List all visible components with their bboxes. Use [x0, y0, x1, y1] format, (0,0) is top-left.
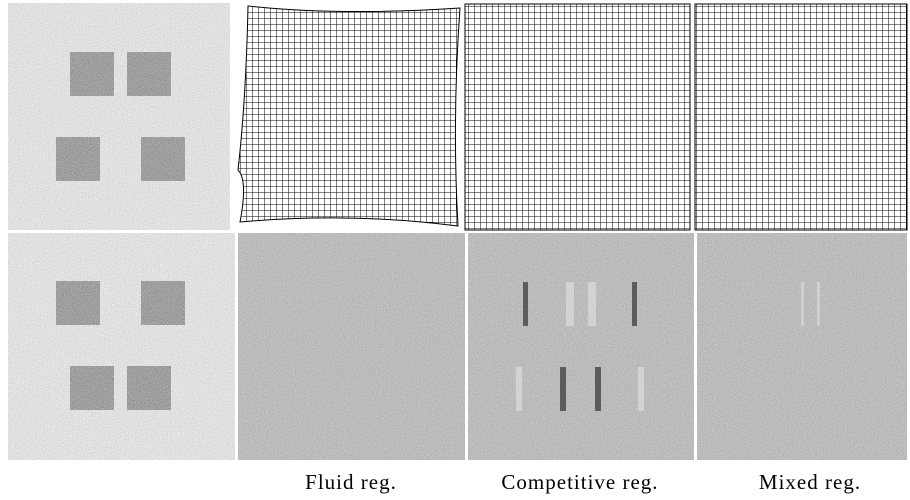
page: Fluid reg. Competitive reg. Mixed reg. (… — [0, 0, 910, 495]
caption: Mixed reg. — [759, 470, 861, 494]
caption: Fluid reg. — [305, 470, 397, 494]
source-image — [8, 3, 230, 230]
target-image — [8, 233, 235, 460]
caption: Competitive reg. — [501, 470, 658, 494]
fluid-difference-image — [238, 233, 465, 460]
mixed-deformation-grid — [695, 4, 907, 230]
mixed-difference-image — [697, 233, 907, 460]
competitive-deformation-grid — [465, 4, 690, 230]
competitive-difference-image — [468, 233, 694, 460]
fluid-deformation-grid — [238, 6, 460, 226]
figure: Fluid reg. Competitive reg. Mixed reg. — [0, 0, 910, 495]
